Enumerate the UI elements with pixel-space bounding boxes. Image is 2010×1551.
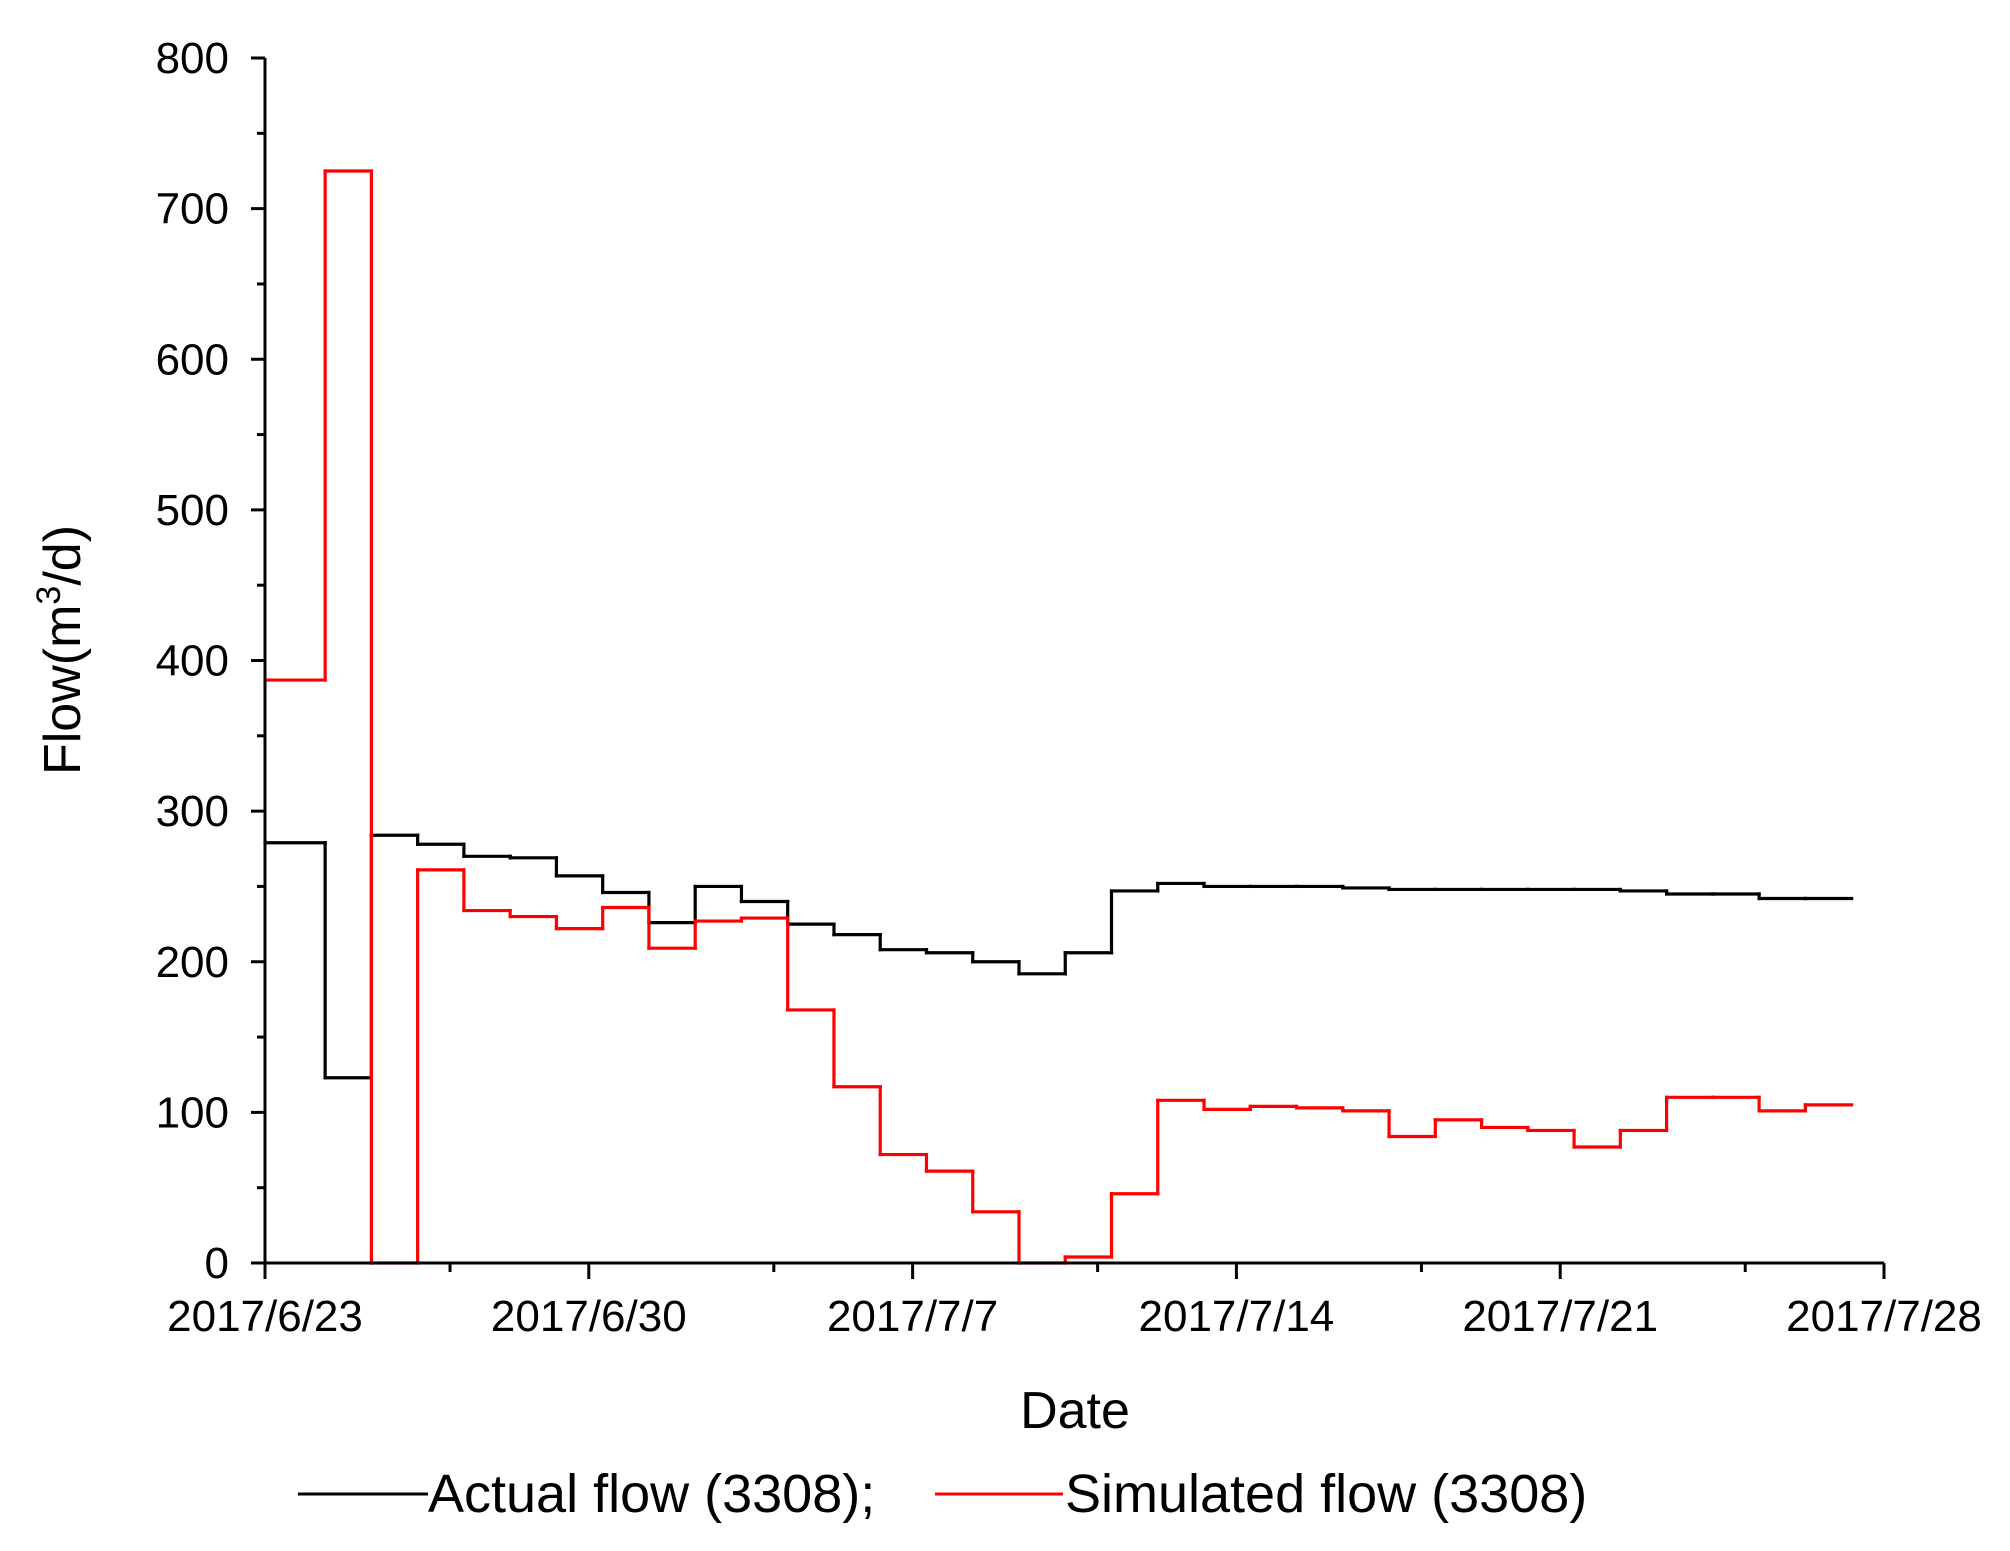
series-simulated-flow: [263, 169, 1854, 1265]
y-tick-label: 400: [156, 637, 229, 686]
x-tick-label: 2017/6/23: [167, 1292, 363, 1341]
series-actual-flow: [263, 833, 1854, 1080]
x-tick-label: 2017/7/21: [1462, 1292, 1658, 1341]
y-tick-label: 0: [205, 1239, 229, 1288]
y-tick-label: 500: [156, 486, 229, 535]
y-tick-label: 200: [156, 938, 229, 987]
y-tick-label: 600: [156, 335, 229, 384]
y-tick-label: 700: [156, 185, 229, 234]
legend-label-actual: Actual flow (3308);: [428, 1464, 875, 1524]
plot-series: [263, 169, 1854, 1265]
x-tick-label: 2017/7/7: [827, 1292, 998, 1341]
x-tick-label: 2017/7/28: [1786, 1292, 1982, 1341]
legend-label-simulated: Simulated flow (3308): [1065, 1464, 1587, 1524]
y-axis-title: Flow(m3/d): [30, 525, 92, 775]
y-axis-title-superscript: 3: [30, 586, 68, 605]
y-tick-label: 800: [156, 34, 229, 83]
y-tick-label: 300: [156, 787, 229, 836]
y-tick-label: 100: [156, 1088, 229, 1137]
x-ticks: 2017/6/23 2017/6/30 2017/7/7 2017/7/14 2017/…: [167, 1263, 1982, 1341]
x-tick-label: 2017/7/14: [1139, 1292, 1335, 1341]
y-ticks: 0 100 200 300 400 500 600 700 800: [156, 34, 265, 1288]
legend: Actual flow (3308); Simulated flow (3308…: [298, 1464, 1587, 1524]
x-tick-label: 2017/6/30: [491, 1292, 687, 1341]
x-axis-title: Date: [1020, 1382, 1130, 1440]
